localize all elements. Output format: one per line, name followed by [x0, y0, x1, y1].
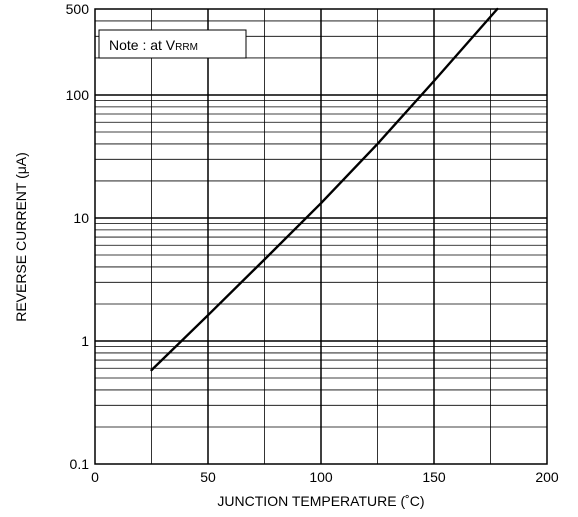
- tick-labels: 0 50 100 150 200 0.1 1 10 100 500: [66, 1, 559, 485]
- note-subscript: RRM: [175, 42, 198, 53]
- y-tick-label: 1: [81, 333, 89, 349]
- x-tick-label: 150: [422, 469, 446, 485]
- series-line: [150, 7, 499, 372]
- note-frame: [98, 29, 247, 59]
- series-layer: [150, 7, 499, 372]
- y-tick-label: 500: [66, 1, 90, 17]
- note-text: Note : at VRRM: [109, 37, 198, 53]
- y-axis-title: REVERSE CURRENT (μA): [13, 152, 29, 322]
- x-axis-title: JUNCTION TEMPERATURE (˚C): [217, 493, 424, 509]
- x-tick-label: 200: [535, 469, 559, 485]
- y-tick-label: 0.1: [70, 456, 90, 472]
- y-tick-label: 10: [73, 210, 89, 226]
- x-tick-label: 50: [200, 469, 216, 485]
- note-box: Note : at VRRM: [98, 29, 247, 59]
- grid: [95, 9, 547, 464]
- plot-frame: [94, 8, 548, 465]
- y-tick-label: 100: [66, 87, 90, 103]
- x-tick-label: 100: [309, 469, 333, 485]
- note-prefix: Note : at V: [109, 37, 176, 53]
- x-tick-label: 0: [91, 469, 99, 485]
